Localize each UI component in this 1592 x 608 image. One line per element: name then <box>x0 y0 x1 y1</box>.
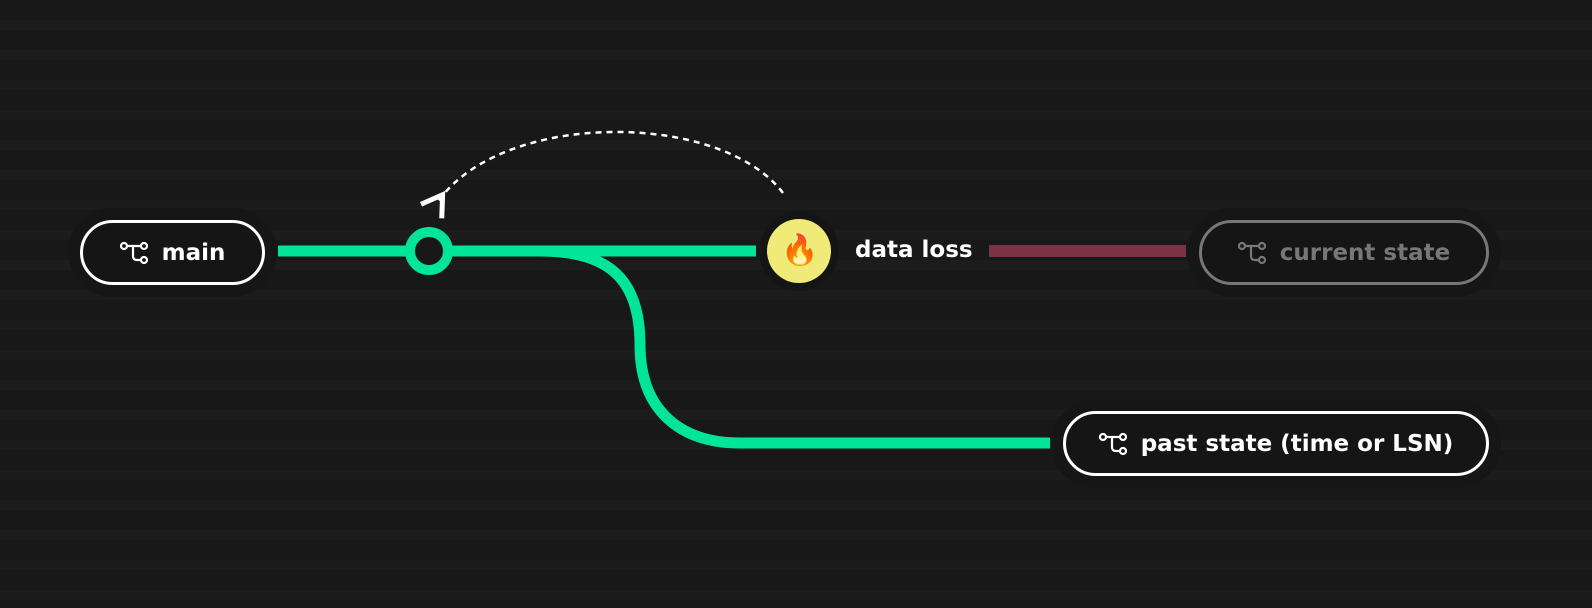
branch-icon <box>1098 432 1127 455</box>
main-branch-label: main <box>161 239 226 266</box>
fire-icon: 🔥 <box>781 233 819 268</box>
branch-icon <box>1237 241 1266 264</box>
restore-point <box>405 227 453 275</box>
branch-icon <box>119 241 148 264</box>
main-branch-pill[interactable]: main <box>80 220 265 285</box>
current-state-pill[interactable]: current state <box>1199 220 1489 285</box>
restore-arrow <box>420 130 784 219</box>
current-state-label: current state <box>1279 239 1451 266</box>
fire-circle <box>767 219 831 283</box>
data-loss-label: data loss <box>855 237 973 263</box>
past-state-pill[interactable]: past state (time or LSN) <box>1063 411 1489 476</box>
past-branch-line <box>539 245 1050 449</box>
past-state-label: past state (time or LSN) <box>1140 430 1454 457</box>
